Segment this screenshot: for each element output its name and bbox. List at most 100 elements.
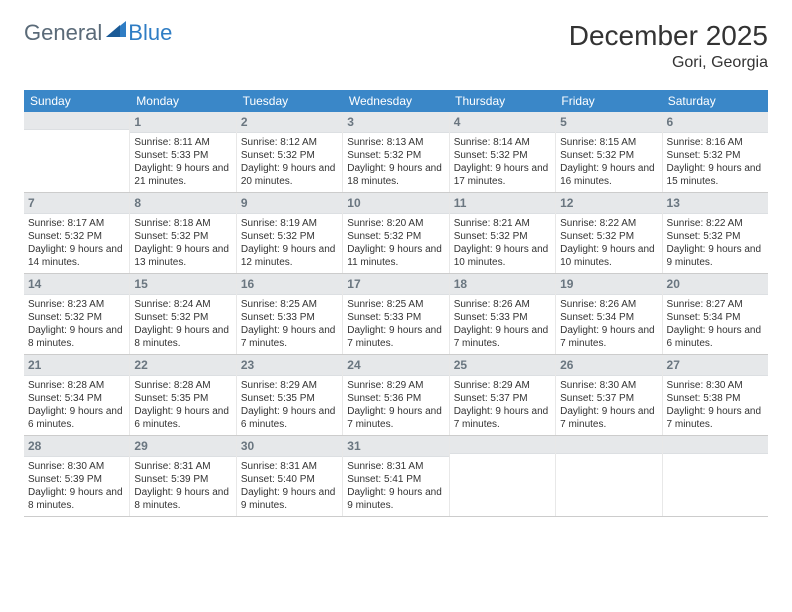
day-number: 11 <box>450 193 555 214</box>
sunrise-text: Sunrise: 8:24 AM <box>134 298 231 311</box>
day-number: 2 <box>237 112 342 133</box>
day-cell: 8Sunrise: 8:18 AMSunset: 5:32 PMDaylight… <box>130 193 236 273</box>
day-cell: 10Sunrise: 8:20 AMSunset: 5:32 PMDayligh… <box>343 193 449 273</box>
day-number: 13 <box>663 193 768 214</box>
sunset-text: Sunset: 5:32 PM <box>560 230 657 243</box>
day-body: Sunrise: 8:28 AMSunset: 5:34 PMDaylight:… <box>24 376 129 435</box>
daylight-text: Daylight: 9 hours and 6 minutes. <box>667 324 764 350</box>
sunrise-text: Sunrise: 8:19 AM <box>241 217 338 230</box>
day-body: Sunrise: 8:12 AMSunset: 5:32 PMDaylight:… <box>237 133 342 192</box>
daylight-text: Daylight: 9 hours and 10 minutes. <box>560 243 657 269</box>
day-number: 7 <box>24 193 129 214</box>
sunset-text: Sunset: 5:40 PM <box>241 473 338 486</box>
day-cell <box>24 112 130 192</box>
sunset-text: Sunset: 5:35 PM <box>134 392 231 405</box>
triangle-icon <box>106 21 126 42</box>
day-body: Sunrise: 8:26 AMSunset: 5:33 PMDaylight:… <box>450 295 555 354</box>
daylight-text: Daylight: 9 hours and 20 minutes. <box>241 162 338 188</box>
day-cell: 1Sunrise: 8:11 AMSunset: 5:33 PMDaylight… <box>130 112 236 192</box>
sunset-text: Sunset: 5:37 PM <box>454 392 551 405</box>
month-title: December 2025 <box>569 20 768 52</box>
weekday-header-row: Sunday Monday Tuesday Wednesday Thursday… <box>24 90 768 112</box>
sunset-text: Sunset: 5:32 PM <box>347 149 444 162</box>
day-cell: 23Sunrise: 8:29 AMSunset: 5:35 PMDayligh… <box>237 355 343 435</box>
day-number <box>450 436 555 454</box>
day-cell: 9Sunrise: 8:19 AMSunset: 5:32 PMDaylight… <box>237 193 343 273</box>
sunrise-text: Sunrise: 8:17 AM <box>28 217 125 230</box>
sunrise-text: Sunrise: 8:25 AM <box>241 298 338 311</box>
daylight-text: Daylight: 9 hours and 9 minutes. <box>241 486 338 512</box>
day-body: Sunrise: 8:18 AMSunset: 5:32 PMDaylight:… <box>130 214 235 273</box>
day-cell: 19Sunrise: 8:26 AMSunset: 5:34 PMDayligh… <box>556 274 662 354</box>
day-body: Sunrise: 8:15 AMSunset: 5:32 PMDaylight:… <box>556 133 661 192</box>
daylight-text: Daylight: 9 hours and 6 minutes. <box>134 405 231 431</box>
day-cell <box>450 436 556 516</box>
day-body: Sunrise: 8:30 AMSunset: 5:38 PMDaylight:… <box>663 376 768 435</box>
sunrise-text: Sunrise: 8:29 AM <box>241 379 338 392</box>
sunset-text: Sunset: 5:32 PM <box>134 311 231 324</box>
day-cell: 17Sunrise: 8:25 AMSunset: 5:33 PMDayligh… <box>343 274 449 354</box>
day-body: Sunrise: 8:13 AMSunset: 5:32 PMDaylight:… <box>343 133 448 192</box>
daylight-text: Daylight: 9 hours and 11 minutes. <box>347 243 444 269</box>
day-body: Sunrise: 8:31 AMSunset: 5:40 PMDaylight:… <box>237 457 342 516</box>
document-header: General Blue December 2025 Gori, Georgia <box>24 20 768 72</box>
weekday-header: Friday <box>555 90 661 112</box>
sunrise-text: Sunrise: 8:29 AM <box>347 379 444 392</box>
day-body: Sunrise: 8:29 AMSunset: 5:36 PMDaylight:… <box>343 376 448 435</box>
sunrise-text: Sunrise: 8:28 AM <box>134 379 231 392</box>
sunrise-text: Sunrise: 8:31 AM <box>241 460 338 473</box>
sunset-text: Sunset: 5:32 PM <box>28 230 125 243</box>
sunset-text: Sunset: 5:41 PM <box>347 473 444 486</box>
day-body: Sunrise: 8:20 AMSunset: 5:32 PMDaylight:… <box>343 214 448 273</box>
sunrise-text: Sunrise: 8:21 AM <box>454 217 551 230</box>
week-row: 14Sunrise: 8:23 AMSunset: 5:32 PMDayligh… <box>24 274 768 355</box>
day-body: Sunrise: 8:29 AMSunset: 5:35 PMDaylight:… <box>237 376 342 435</box>
day-cell: 31Sunrise: 8:31 AMSunset: 5:41 PMDayligh… <box>343 436 449 516</box>
weekday-header: Monday <box>130 90 236 112</box>
sunset-text: Sunset: 5:33 PM <box>241 311 338 324</box>
daylight-text: Daylight: 9 hours and 14 minutes. <box>28 243 125 269</box>
day-cell <box>663 436 768 516</box>
brand-logo: General Blue <box>24 20 172 46</box>
day-body: Sunrise: 8:25 AMSunset: 5:33 PMDaylight:… <box>237 295 342 354</box>
day-number: 5 <box>556 112 661 133</box>
day-cell: 18Sunrise: 8:26 AMSunset: 5:33 PMDayligh… <box>450 274 556 354</box>
day-cell: 7Sunrise: 8:17 AMSunset: 5:32 PMDaylight… <box>24 193 130 273</box>
day-number: 23 <box>237 355 342 376</box>
day-body: Sunrise: 8:16 AMSunset: 5:32 PMDaylight:… <box>663 133 768 192</box>
day-number: 17 <box>343 274 448 295</box>
brand-name-2: Blue <box>128 20 172 46</box>
sunrise-text: Sunrise: 8:11 AM <box>134 136 231 149</box>
sunset-text: Sunset: 5:32 PM <box>28 311 125 324</box>
day-number <box>663 436 768 454</box>
sunrise-text: Sunrise: 8:28 AM <box>28 379 125 392</box>
sunset-text: Sunset: 5:33 PM <box>454 311 551 324</box>
daylight-text: Daylight: 9 hours and 21 minutes. <box>134 162 231 188</box>
daylight-text: Daylight: 9 hours and 6 minutes. <box>28 405 125 431</box>
sunrise-text: Sunrise: 8:14 AM <box>454 136 551 149</box>
day-cell: 21Sunrise: 8:28 AMSunset: 5:34 PMDayligh… <box>24 355 130 435</box>
day-cell: 15Sunrise: 8:24 AMSunset: 5:32 PMDayligh… <box>130 274 236 354</box>
sunset-text: Sunset: 5:34 PM <box>667 311 764 324</box>
day-body: Sunrise: 8:27 AMSunset: 5:34 PMDaylight:… <box>663 295 768 354</box>
weekday-header: Thursday <box>449 90 555 112</box>
day-body: Sunrise: 8:21 AMSunset: 5:32 PMDaylight:… <box>450 214 555 273</box>
day-cell: 27Sunrise: 8:30 AMSunset: 5:38 PMDayligh… <box>663 355 768 435</box>
day-body: Sunrise: 8:28 AMSunset: 5:35 PMDaylight:… <box>130 376 235 435</box>
sunrise-text: Sunrise: 8:16 AM <box>667 136 764 149</box>
daylight-text: Daylight: 9 hours and 6 minutes. <box>241 405 338 431</box>
daylight-text: Daylight: 9 hours and 16 minutes. <box>560 162 657 188</box>
daylight-text: Daylight: 9 hours and 8 minutes. <box>28 486 125 512</box>
daylight-text: Daylight: 9 hours and 13 minutes. <box>134 243 231 269</box>
day-body: Sunrise: 8:17 AMSunset: 5:32 PMDaylight:… <box>24 214 129 273</box>
sunrise-text: Sunrise: 8:12 AM <box>241 136 338 149</box>
daylight-text: Daylight: 9 hours and 8 minutes. <box>28 324 125 350</box>
sunset-text: Sunset: 5:39 PM <box>28 473 125 486</box>
day-number: 20 <box>663 274 768 295</box>
day-cell: 4Sunrise: 8:14 AMSunset: 5:32 PMDaylight… <box>450 112 556 192</box>
sunset-text: Sunset: 5:32 PM <box>560 149 657 162</box>
sunrise-text: Sunrise: 8:26 AM <box>560 298 657 311</box>
weekday-header: Sunday <box>24 90 130 112</box>
sunset-text: Sunset: 5:33 PM <box>134 149 231 162</box>
calendar-grid: Sunday Monday Tuesday Wednesday Thursday… <box>24 90 768 517</box>
